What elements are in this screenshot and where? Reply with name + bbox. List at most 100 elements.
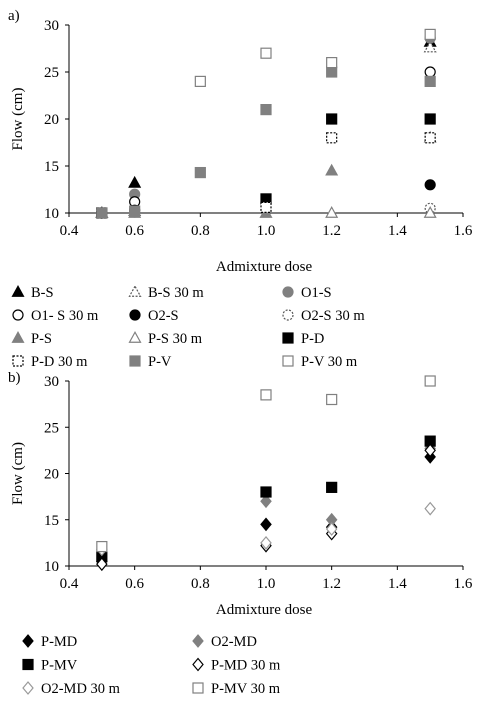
data-point bbox=[326, 56, 338, 69]
legend-item: O1-S bbox=[282, 285, 332, 301]
data-point bbox=[325, 522, 338, 536]
x-tick-label: 0.8 bbox=[191, 576, 210, 592]
data-point bbox=[326, 393, 338, 406]
series-p-mv-30-m bbox=[96, 375, 436, 553]
series-o1-s bbox=[96, 32, 436, 219]
data-point bbox=[260, 517, 272, 532]
y-tick-label: 20 bbox=[44, 112, 59, 128]
y-tick-label: 30 bbox=[44, 18, 59, 34]
data-point bbox=[424, 501, 436, 516]
data-point bbox=[194, 75, 206, 88]
x-axis-label: Admixture dose bbox=[216, 602, 313, 618]
legend-marker bbox=[22, 634, 34, 648]
legend-marker bbox=[12, 309, 24, 321]
data-point bbox=[194, 166, 206, 179]
legend-item: O2-MD bbox=[192, 634, 257, 650]
data-point bbox=[424, 113, 436, 125]
data-point bbox=[325, 206, 339, 218]
x-tick-label: 1.6 bbox=[454, 223, 473, 239]
legend-label: P-MD bbox=[41, 634, 77, 650]
y-tick-label: 25 bbox=[44, 420, 59, 436]
x-tick-label: 1.6 bbox=[454, 576, 473, 592]
data-point bbox=[326, 132, 338, 144]
legend-label: O2-S bbox=[148, 308, 179, 324]
series-p-d-30-m bbox=[96, 132, 436, 219]
legend-label: P-MV bbox=[41, 658, 78, 674]
x-tick-label: 0.6 bbox=[125, 223, 144, 239]
legend-label: P-D 30 m bbox=[31, 354, 88, 370]
x-tick-label: 0.8 bbox=[191, 223, 210, 239]
x-tick-label: 1.2 bbox=[322, 223, 341, 239]
legend-item: P-MD bbox=[22, 634, 77, 650]
legend-label: P-D bbox=[301, 331, 324, 347]
legend-item: P-MV 30 m bbox=[192, 681, 281, 697]
data-point bbox=[96, 557, 108, 572]
legend-item: O2-S 30 m bbox=[282, 308, 365, 324]
data-point bbox=[128, 175, 142, 188]
x-tick-label: 0.4 bbox=[60, 576, 79, 592]
chart-panel-b: b) 0.4 0.6 0.8 1.0 1.2 1.4 1.6 10 15 20 25 30 Admixtu… bbox=[8, 370, 473, 697]
y-tick-label: 15 bbox=[44, 513, 59, 529]
y-tick-label: 30 bbox=[44, 374, 59, 390]
legend-marker bbox=[22, 681, 34, 695]
series-p-v-30-m bbox=[194, 28, 436, 88]
data-point bbox=[260, 535, 272, 550]
data-point bbox=[424, 75, 436, 88]
legend: P-MD O2-MD P-MV P-MD 30 m O2-MD 30 m P-MV 30 … bbox=[22, 634, 281, 697]
y-axis-label: Flow (cm) bbox=[10, 442, 26, 505]
legend-marker bbox=[192, 682, 204, 694]
data-point bbox=[424, 28, 436, 40]
legend-label: P-V 30 m bbox=[301, 354, 358, 370]
legend-label: B-S bbox=[31, 285, 54, 301]
legend-item: P-V bbox=[129, 354, 172, 370]
x-tick-label: 0.6 bbox=[125, 576, 144, 592]
data-point bbox=[326, 113, 338, 125]
legend-label: P-S 30 m bbox=[148, 331, 203, 347]
legend-marker bbox=[192, 634, 204, 648]
series-p-v bbox=[96, 66, 436, 219]
data-point bbox=[423, 206, 437, 218]
data-point bbox=[424, 375, 436, 387]
legend-label: O2-MD bbox=[211, 634, 257, 650]
legend-marker bbox=[282, 355, 294, 367]
data-point bbox=[96, 540, 108, 553]
legend-item: P-S 30 m bbox=[128, 331, 203, 347]
legend-label: B-S 30 m bbox=[148, 285, 204, 301]
x-tick-label: 1.2 bbox=[322, 576, 341, 592]
legend-marker bbox=[128, 285, 142, 297]
y-axis-label: Flow (cm) bbox=[10, 88, 26, 151]
legend-label: O2-MD 30 m bbox=[41, 681, 121, 697]
data-point bbox=[424, 132, 436, 144]
legend-item: B-S 30 m bbox=[128, 285, 204, 301]
legend-marker bbox=[192, 657, 204, 672]
legend-marker bbox=[282, 286, 294, 298]
legend: B-S B-S 30 m O1-S O1- S 30 m O2-S O2-S 30 m P-… bbox=[11, 285, 365, 370]
data-point bbox=[96, 207, 108, 219]
x-axis-label: Admixture dose bbox=[216, 259, 313, 275]
legend-item: P-MV bbox=[22, 658, 78, 674]
legend-item: P-MD 30 m bbox=[192, 657, 281, 674]
series-b-s-30-m bbox=[95, 40, 437, 218]
x-tick-label: 1.4 bbox=[388, 576, 407, 592]
y-tick-label: 25 bbox=[44, 65, 59, 81]
series-b-s bbox=[95, 34, 437, 218]
x-tick-label: 1.0 bbox=[257, 223, 276, 239]
legend-item: O2-MD 30 m bbox=[22, 681, 121, 697]
data-point bbox=[260, 103, 272, 116]
legend-label: O1- S 30 m bbox=[31, 308, 99, 324]
data-point bbox=[325, 163, 339, 176]
data-point bbox=[424, 443, 436, 458]
x-tick-label: 1.4 bbox=[388, 223, 407, 239]
legend-item: P-S bbox=[11, 331, 52, 347]
data-point bbox=[260, 389, 272, 401]
y-tick-label: 20 bbox=[44, 467, 59, 483]
data-point bbox=[260, 486, 272, 498]
legend-item: B-S bbox=[11, 285, 54, 301]
legend-marker bbox=[129, 355, 141, 367]
panel-label: a) bbox=[8, 8, 20, 24]
data-point bbox=[424, 179, 436, 191]
y-tick-label: 15 bbox=[44, 159, 59, 175]
data-point bbox=[129, 205, 141, 217]
legend-label: O1-S bbox=[301, 285, 332, 301]
